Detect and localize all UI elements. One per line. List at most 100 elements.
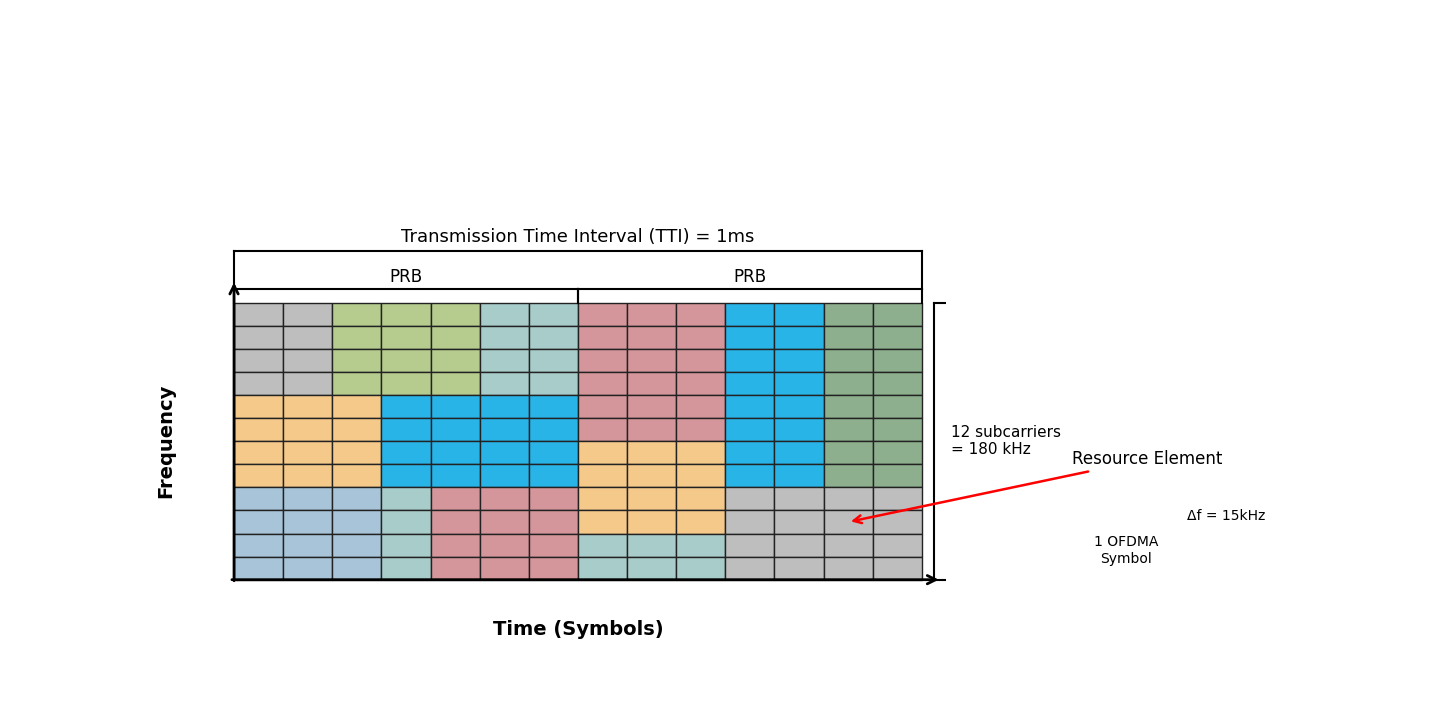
Bar [578, 418, 628, 441]
Bar [479, 487, 529, 510]
Bar [578, 487, 628, 510]
Bar [872, 372, 922, 395]
Bar [332, 349, 381, 372]
Bar [234, 441, 282, 464]
Bar [381, 395, 431, 418]
Text: Resource Element: Resource Element [853, 450, 1222, 523]
Text: Δf = 15kHz: Δf = 15kHz [1187, 509, 1265, 523]
Bar [431, 510, 479, 534]
Bar [234, 326, 282, 349]
Bar [332, 303, 381, 326]
Bar [234, 303, 282, 326]
Bar [431, 464, 479, 487]
Bar [676, 418, 725, 441]
Bar [775, 372, 824, 395]
Bar [529, 487, 578, 510]
Bar [479, 510, 529, 534]
Bar [628, 557, 676, 580]
Bar [775, 418, 824, 441]
Bar [479, 349, 529, 372]
Bar [381, 557, 431, 580]
Text: 1 OFDMA
Symbol: 1 OFDMA Symbol [1093, 536, 1158, 566]
Bar [381, 418, 431, 441]
Bar [431, 487, 479, 510]
Bar [332, 441, 381, 464]
Bar [431, 418, 479, 441]
Bar [872, 534, 922, 557]
Bar [775, 441, 824, 464]
Bar [479, 303, 529, 326]
Bar [479, 464, 529, 487]
Bar [234, 418, 282, 441]
Bar [282, 464, 332, 487]
Bar [431, 557, 479, 580]
Bar [234, 534, 282, 557]
Bar [578, 441, 628, 464]
Bar [431, 372, 479, 395]
Bar [529, 557, 578, 580]
Bar [282, 326, 332, 349]
Bar [824, 349, 872, 372]
Bar [725, 487, 775, 510]
Bar [824, 326, 872, 349]
Bar [676, 487, 725, 510]
Bar [628, 372, 676, 395]
Bar [332, 395, 381, 418]
Bar [381, 303, 431, 326]
Bar [431, 395, 479, 418]
Bar [381, 534, 431, 557]
Bar [824, 372, 872, 395]
Bar [381, 441, 431, 464]
Bar [282, 441, 332, 464]
Bar [381, 510, 431, 534]
Bar [824, 395, 872, 418]
Bar [529, 303, 578, 326]
Bar [628, 534, 676, 557]
Bar [479, 557, 529, 580]
Bar [676, 372, 725, 395]
Bar [872, 303, 922, 326]
Bar [282, 418, 332, 441]
Bar [676, 395, 725, 418]
Bar [431, 326, 479, 349]
Bar [872, 557, 922, 580]
Bar [332, 464, 381, 487]
Bar [628, 349, 676, 372]
Bar [282, 487, 332, 510]
Bar [725, 510, 775, 534]
Bar [529, 510, 578, 534]
Bar [529, 441, 578, 464]
Bar [234, 510, 282, 534]
Bar [775, 487, 824, 510]
Bar [775, 510, 824, 534]
Bar [824, 464, 872, 487]
Bar [381, 372, 431, 395]
Bar [824, 418, 872, 441]
Bar [824, 534, 872, 557]
Bar [529, 349, 578, 372]
Bar [725, 372, 775, 395]
Bar [578, 534, 628, 557]
Bar [872, 326, 922, 349]
Text: Time (Symbols): Time (Symbols) [492, 620, 664, 640]
Bar [529, 464, 578, 487]
Bar [234, 464, 282, 487]
Bar [725, 395, 775, 418]
Bar [282, 557, 332, 580]
Bar [282, 349, 332, 372]
Bar [431, 303, 479, 326]
Bar [479, 534, 529, 557]
Bar [282, 510, 332, 534]
Bar [628, 418, 676, 441]
Bar [872, 395, 922, 418]
Bar [676, 349, 725, 372]
Bar [529, 395, 578, 418]
Bar [725, 326, 775, 349]
Bar [676, 441, 725, 464]
Bar [282, 372, 332, 395]
Text: PRB: PRB [734, 267, 766, 286]
Bar [529, 326, 578, 349]
Bar [381, 349, 431, 372]
Bar [676, 303, 725, 326]
Bar [381, 326, 431, 349]
